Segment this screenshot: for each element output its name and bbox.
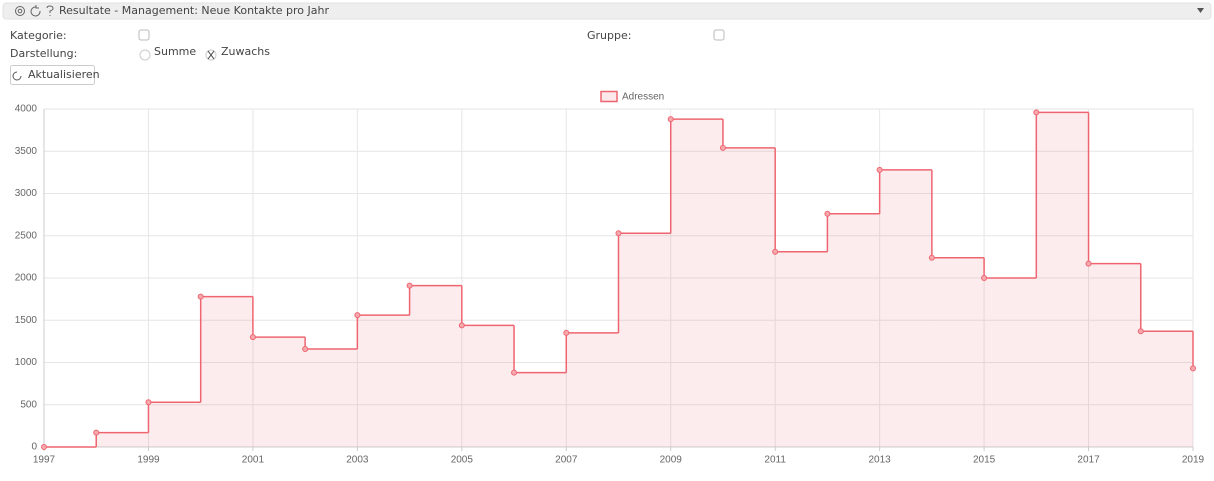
- x-tick-label: 2003: [346, 455, 369, 466]
- y-tick-label: 2500: [15, 230, 38, 241]
- step-area: [461, 325, 515, 447]
- reload-icon[interactable]: [30, 6, 41, 17]
- x-tick-label: 2011: [764, 455, 786, 466]
- growth-option[interactable]: Zuwachs: [221, 45, 270, 58]
- data-point: [249, 334, 256, 341]
- data-point: [563, 329, 570, 336]
- data-point: [928, 254, 935, 261]
- y-tick-label: 500: [20, 399, 37, 410]
- data-point: [876, 166, 883, 173]
- group-label: Gruppe:: [587, 29, 631, 42]
- step-area: [1036, 112, 1089, 447]
- data-point: [458, 322, 465, 329]
- data-point: [615, 230, 622, 237]
- step-area: [514, 372, 567, 447]
- category-label: Kategorie:: [10, 29, 67, 42]
- step-area: [252, 337, 306, 447]
- step-area: [1140, 331, 1193, 447]
- step-area: [827, 213, 880, 447]
- page-title: Resultate - Management: Neue Kontakte pr…: [59, 4, 329, 17]
- help-icon[interactable]: [46, 5, 54, 16]
- legend-swatch: [600, 90, 618, 103]
- data-point: [145, 399, 152, 406]
- settings-icon[interactable]: [15, 6, 25, 16]
- data-point: [719, 144, 726, 151]
- data-point: [1085, 260, 1092, 267]
- step-area: [96, 432, 149, 447]
- title-bar: [2, 2, 1212, 20]
- data-point: [406, 282, 413, 289]
- step-area: [670, 119, 723, 447]
- step-area: [931, 257, 985, 447]
- group-checkbox[interactable]: [713, 29, 725, 41]
- y-tick-label: 1500: [15, 315, 38, 326]
- data-point: [772, 248, 779, 255]
- data-point: [667, 116, 674, 123]
- x-tick-label: 2005: [451, 455, 474, 466]
- x-tick-label: 2019: [1182, 455, 1205, 466]
- category-checkbox[interactable]: [138, 29, 150, 41]
- data-point: [1137, 328, 1144, 335]
- y-tick-label: 3000: [15, 188, 38, 199]
- step-area: [722, 147, 776, 447]
- step-area: [566, 332, 619, 447]
- x-tick-label: 1997: [33, 455, 56, 466]
- step-area: [409, 285, 462, 447]
- x-tick-label: 2001: [242, 455, 265, 466]
- x-tick-label: 2009: [660, 455, 683, 466]
- step-area: [200, 296, 253, 447]
- y-tick-label: 3500: [15, 146, 38, 157]
- step-area: [984, 278, 1037, 447]
- x-tick-label: 2013: [869, 455, 892, 466]
- data-point: [1190, 365, 1196, 372]
- x-tick-label: 1999: [137, 455, 160, 466]
- step-area: [879, 169, 932, 447]
- x-tick-label: 2015: [973, 455, 996, 466]
- data-point: [93, 429, 100, 436]
- refresh-button-label[interactable]: Aktualisieren: [28, 68, 100, 81]
- collapse-toggle[interactable]: [1197, 8, 1204, 13]
- step-area: [305, 348, 358, 447]
- data-point: [981, 275, 988, 281]
- sum-option[interactable]: Summe: [154, 45, 196, 58]
- step-area: [775, 251, 828, 447]
- y-tick-label: 1000: [15, 357, 38, 368]
- data-point: [824, 210, 831, 217]
- data-point: [197, 293, 204, 300]
- y-tick-label: 0: [31, 442, 37, 453]
- data-point: [41, 444, 47, 450]
- step-area: [357, 315, 410, 447]
- sum-radio[interactable]: [139, 49, 151, 61]
- display-label: Darstellung:: [10, 47, 77, 60]
- step-area: [618, 233, 671, 447]
- data-point: [354, 312, 361, 319]
- y-tick-label: 4000: [15, 104, 38, 115]
- step-area: [148, 402, 201, 447]
- toolbar-icons: [15, 5, 54, 17]
- refresh-icon: [12, 71, 22, 81]
- step-area: [1088, 263, 1141, 447]
- data-point: [302, 345, 309, 352]
- x-tick-label: 2017: [1077, 455, 1100, 466]
- data-point: [511, 369, 518, 376]
- data-point: [1033, 109, 1040, 116]
- refresh-button[interactable]: [10, 65, 95, 85]
- legend-label: Adressen: [622, 92, 664, 103]
- y-tick-label: 2000: [15, 273, 38, 284]
- x-tick-label: 2007: [555, 455, 578, 466]
- growth-radio-check: [207, 50, 215, 60]
